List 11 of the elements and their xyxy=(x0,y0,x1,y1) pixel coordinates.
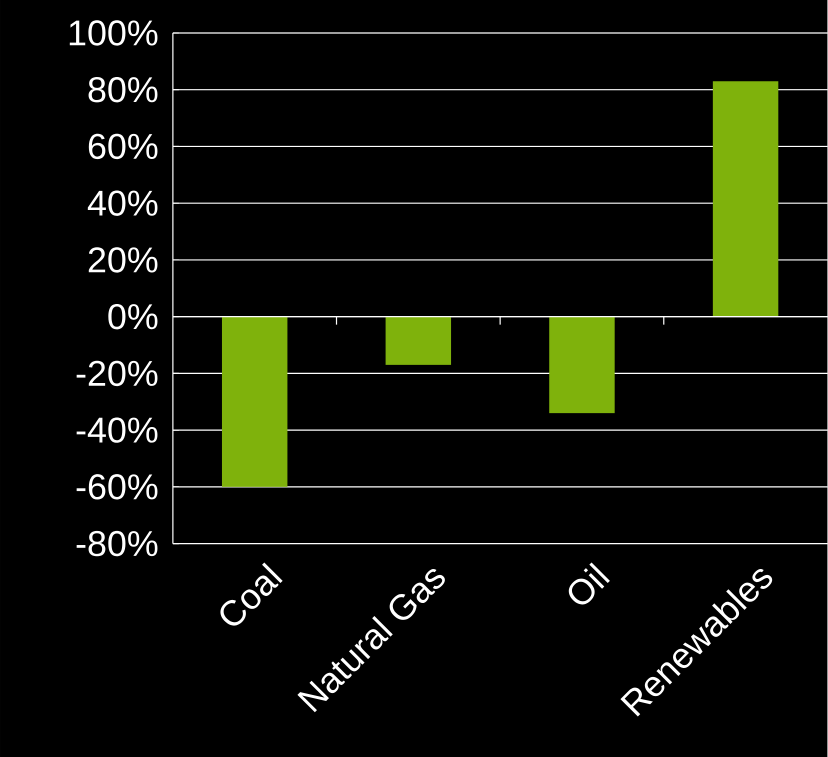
y-tick-label: -40% xyxy=(76,417,158,443)
y-tick-label: 20% xyxy=(88,247,158,272)
y-tick-label: 0% xyxy=(108,304,158,330)
y-tick-label: 40% xyxy=(88,190,158,216)
x-tick-label: Oil xyxy=(568,562,610,604)
y-tick-label: -60% xyxy=(76,474,158,500)
y-tick-label: 80% xyxy=(88,76,158,102)
y-tick-label: -20% xyxy=(76,360,158,386)
y-tick-label: 60% xyxy=(88,134,158,159)
y-tick-label: -80% xyxy=(76,530,158,556)
y-tick-label: 100% xyxy=(70,20,158,46)
